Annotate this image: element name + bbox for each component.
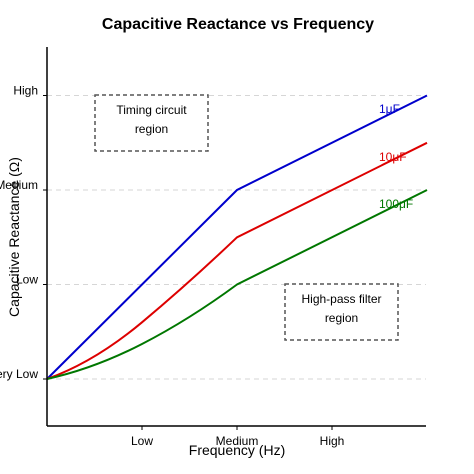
y-tick-label: Very Low bbox=[0, 367, 38, 381]
series-label: 10μF bbox=[379, 150, 407, 164]
x-tick-label: Low bbox=[131, 434, 153, 448]
y-tick-label: Low bbox=[16, 273, 38, 287]
x-axis-label: Frequency (Hz) bbox=[189, 442, 285, 458]
series-lines: 1μF 10μF 100μF bbox=[46, 94, 428, 380]
series-label: 1μF bbox=[379, 102, 400, 116]
annotation-text: region bbox=[135, 122, 168, 136]
annotation-text: region bbox=[325, 311, 358, 325]
y-axis-label: Capacitive Reactance (Ω) bbox=[6, 157, 22, 317]
series-label: 100μF bbox=[379, 197, 413, 211]
annotation-text: High-pass filter bbox=[301, 292, 381, 306]
annotation-box bbox=[284, 283, 399, 341]
series-line bbox=[46, 189, 428, 380]
y-tick-label: High bbox=[13, 84, 38, 98]
x-tick-label: High bbox=[320, 434, 345, 448]
x-tick-label: Medium bbox=[216, 434, 259, 448]
series-line bbox=[46, 141, 428, 380]
y-ticks: Very Low Low Medium High bbox=[0, 84, 47, 381]
annotation-text: Timing circuit bbox=[116, 103, 187, 117]
series-line bbox=[46, 94, 428, 380]
y-tick-label: Medium bbox=[0, 178, 38, 192]
chart-title: Capacitive Reactance vs Frequency bbox=[102, 16, 374, 33]
x-ticks: Low Medium High bbox=[131, 426, 344, 448]
annotations: Timing circuit region High-pass filter regi… bbox=[94, 94, 399, 341]
annotation-box bbox=[94, 94, 209, 152]
